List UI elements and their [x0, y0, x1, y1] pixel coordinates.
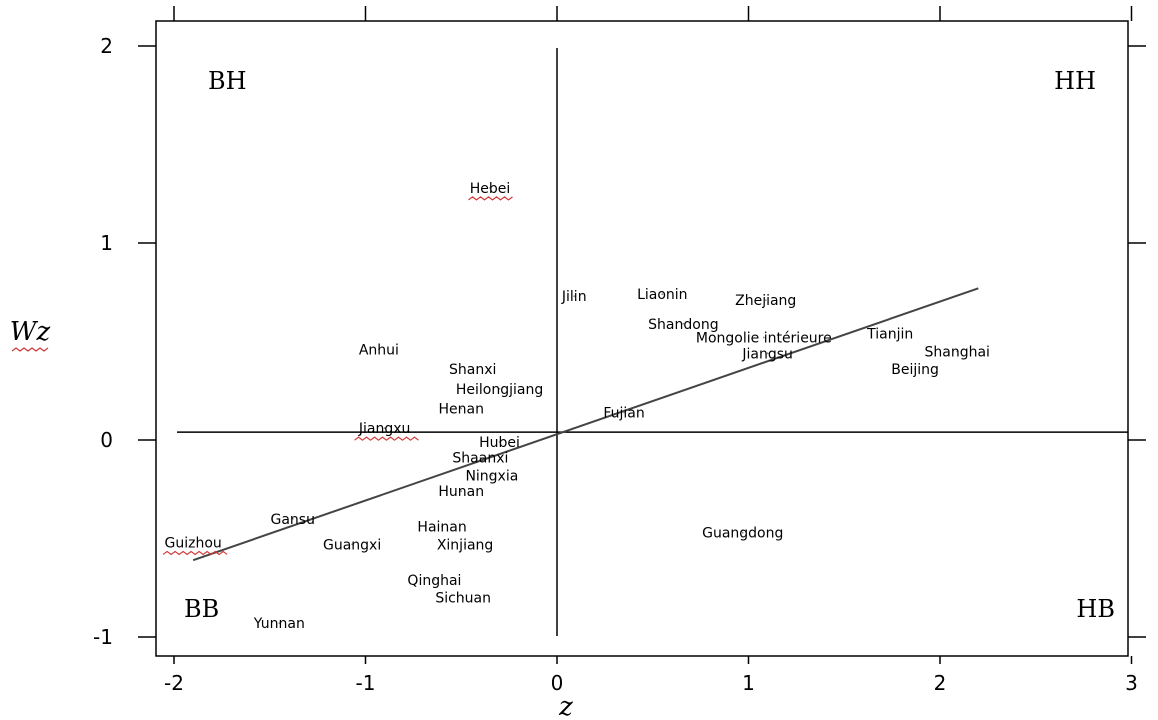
point-label-henan: Henan — [439, 401, 484, 417]
point-label-guangdong: Guangdong — [702, 526, 783, 542]
data-point-shaanxi — [479, 456, 482, 459]
point-label-xinjiang: Xinjiang — [437, 537, 493, 553]
data-point-tianjin — [889, 332, 892, 335]
quadrant-label-hh: HH — [1054, 67, 1096, 95]
point-label-sichuan: Sichuan — [435, 591, 491, 607]
data-point-fujian — [623, 411, 625, 414]
point-label-zhejiang: Zhejiang — [735, 293, 796, 309]
data-point-shanghai — [956, 350, 959, 353]
point-label-ningxia: Ningxia — [465, 468, 518, 484]
point-label-jiangxu: Jiangxu — [358, 421, 411, 437]
point-label-guangxi: Guangxi — [323, 537, 381, 553]
data-point-guizhou — [192, 541, 195, 544]
data-point-qinghai — [433, 578, 436, 581]
data-point-heilongjiang — [498, 387, 501, 390]
data-point-mongolie-int-rieure — [762, 336, 765, 339]
y-axis-label-squiggle — [11, 347, 49, 352]
point-label-guizhou: Guizhou — [165, 535, 222, 551]
x-tick-label: 0 — [551, 671, 564, 695]
underline-squiggle-jiangxu — [354, 436, 419, 441]
data-point-beijing — [914, 368, 917, 370]
point-label-hebei: Hebei — [470, 181, 511, 197]
point-label-qinghai: Qinghai — [407, 573, 461, 589]
point-label-jiangsu: Jiangsu — [741, 346, 793, 362]
point-label-tianjin: Tianjin — [866, 327, 913, 343]
data-point-xinjiang — [464, 543, 466, 546]
y-tick-label: 2 — [100, 34, 113, 58]
point-label-shaanxi: Shaanxi — [452, 451, 508, 467]
regression-line — [192, 287, 979, 562]
y-tick-label: -1 — [93, 625, 113, 649]
x-tick-label: 3 — [1125, 671, 1138, 695]
plot-frame — [155, 20, 1129, 657]
underline-squiggle-guizhou — [162, 550, 228, 556]
underline-squiggle-hebei — [468, 196, 513, 201]
quadrant-label-hb: HB — [1076, 595, 1115, 623]
data-point-hunan — [460, 490, 463, 493]
point-label-gansu: Gansu — [270, 512, 314, 528]
point-label-beijing: Beijing — [891, 362, 939, 378]
data-point-henan — [460, 407, 463, 410]
data-point-jiangxu — [383, 427, 386, 430]
y-tick-label: 1 — [100, 231, 113, 255]
point-label-yunnan: Yunnan — [253, 616, 305, 632]
data-point-anhui — [378, 348, 380, 351]
data-point-hubei — [498, 441, 501, 443]
point-label-anhui: Anhui — [359, 342, 399, 358]
point-label-hainan: Hainan — [417, 520, 466, 536]
data-point-jiangsu — [766, 352, 769, 355]
point-label-jilin: Jilin — [561, 289, 587, 305]
x-tick-label: -1 — [356, 671, 376, 695]
quadrant-label-bb: BB — [184, 595, 219, 623]
x-tick-label: -2 — [164, 671, 184, 695]
quadrant-label-bh: BH — [208, 67, 247, 95]
data-point-zhejiang — [764, 299, 767, 302]
x-tick-label: 1 — [742, 671, 755, 695]
point-label-shanxi: Shanxi — [449, 362, 496, 378]
point-label-mongolie-int-rieure: Mongolie intérieure — [696, 331, 832, 347]
data-point-hebei — [489, 186, 491, 189]
data-point-yunnan — [278, 622, 281, 625]
point-label-heilongjiang: Heilongjiang — [456, 382, 543, 398]
data-point-shanxi — [471, 368, 474, 370]
data-point-shandong — [682, 322, 685, 325]
point-label-liaonin: Liaonin — [637, 287, 687, 303]
point-label-hunan: Hunan — [438, 484, 484, 500]
data-point-ningxia — [490, 474, 493, 477]
point-label-shandong: Shandong — [648, 317, 718, 333]
point-label-shanghai: Shanghai — [925, 344, 990, 360]
data-point-gansu — [291, 517, 294, 520]
data-point-liaonin — [661, 293, 664, 296]
point-label-hubei: Hubei — [479, 435, 520, 451]
y-axis-label: Wz — [10, 317, 51, 347]
y-tick-label: 0 — [100, 428, 113, 452]
x-tick-label: 2 — [934, 671, 947, 695]
data-point-jilin — [573, 295, 576, 298]
data-point-sichuan — [462, 596, 465, 599]
data-point-guangxi — [351, 543, 353, 546]
data-point-hainan — [441, 525, 443, 528]
x-axis-label: z — [558, 692, 573, 720]
data-point-guangdong — [741, 531, 744, 534]
point-label-fujian: Fujian — [603, 405, 644, 421]
